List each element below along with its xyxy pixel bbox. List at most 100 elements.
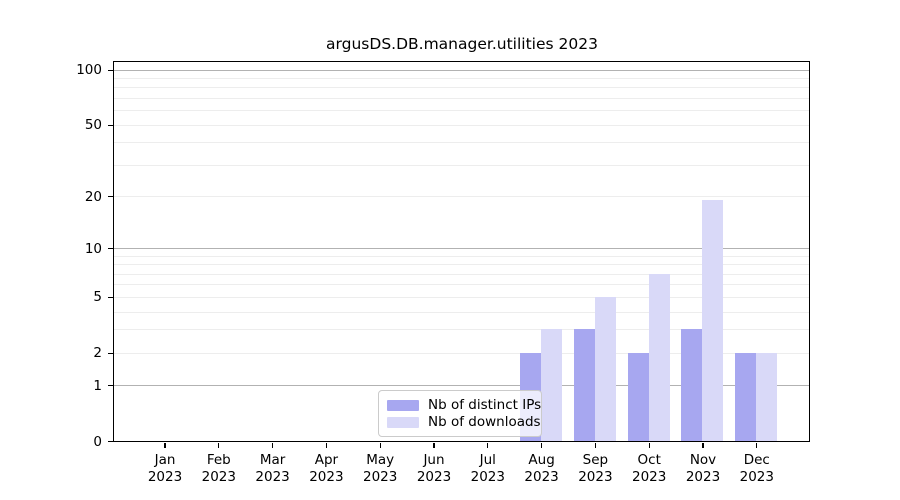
y-tick-mark-2 [108, 352, 113, 354]
y-tick-label-0: 0 [93, 433, 102, 450]
x-tick-year: 2023 [255, 468, 290, 485]
x-tick-year: 2023 [470, 468, 505, 485]
y-tick-label-50: 50 [84, 117, 102, 134]
y-tick-label-2: 2 [93, 345, 102, 362]
gridline-minor-20 [114, 196, 809, 197]
legend-item-downloads: Nb of downloads [387, 415, 541, 430]
chart-title: argusDS.DB.manager.utilities 2023 [326, 35, 598, 53]
gridline-minor-80 [114, 87, 809, 89]
x-tick-year: 2023 [201, 468, 236, 485]
gridline-minor-5 [114, 296, 809, 298]
x-tick-label-may: May 2023 [348, 452, 412, 485]
x-tick-year: 2023 [524, 468, 559, 485]
x-tick-label-dec: Dec 2023 [725, 452, 789, 485]
gridline-minor-8 [114, 264, 809, 266]
x-tick-month: Mar [259, 452, 286, 468]
gridline-minor-6 [114, 284, 809, 286]
x-tick-month: Aug [528, 452, 555, 468]
bar-distinct-ips-nov [681, 329, 703, 441]
x-tick-month: Oct [637, 452, 661, 468]
y-tick-mark-10 [108, 247, 113, 250]
x-tick-mark-aug [540, 443, 543, 448]
x-tick-year: 2023 [309, 468, 344, 485]
x-tick-month: May [366, 452, 395, 468]
gridline-major-100 [114, 69, 809, 71]
x-tick-label-jan: Jan 2023 [133, 452, 197, 485]
x-tick-mark-jul [487, 443, 489, 448]
gridline-minor-60 [114, 110, 809, 112]
bar-downloads-sep [594, 296, 616, 441]
x-tick-year: 2023 [578, 468, 613, 485]
gridline-minor-4 [114, 311, 809, 313]
x-tick-mark-mar [271, 443, 274, 448]
x-tick-year: 2023 [416, 468, 452, 485]
gridline-minor-40 [114, 142, 809, 144]
legend-swatch-distinct-ips [387, 400, 419, 411]
y-tick-mark-5 [108, 296, 113, 299]
x-tick-year: 2023 [739, 468, 774, 485]
x-tick-label-sep: Sep 2023 [563, 452, 627, 485]
x-tick-mark-sep [594, 443, 597, 448]
x-tick-label-aug: Aug 2023 [510, 452, 574, 485]
bar-downloads-nov [702, 199, 724, 441]
x-tick-label-apr: Apr 2023 [294, 452, 358, 485]
bar-distinct-ips-sep [573, 329, 595, 441]
x-tick-mark-apr [325, 443, 328, 448]
x-tick-month: Sep [582, 452, 609, 468]
x-tick-label-mar: Mar 2023 [241, 452, 305, 485]
gridline-major-10 [114, 248, 809, 249]
gridline-minor-2 [114, 352, 809, 354]
x-tick-month: Jan [154, 452, 176, 468]
x-tick-month: Dec [743, 452, 770, 468]
gridline-minor-7 [114, 273, 809, 275]
x-tick-label-jun: Jun 2023 [402, 452, 466, 485]
y-tick-mark-0 [108, 440, 113, 443]
y-tick-mark-20 [108, 195, 113, 198]
x-tick-mark-dec [756, 443, 758, 448]
x-tick-mark-feb [218, 443, 220, 448]
gridline-minor-70 [114, 98, 809, 99]
x-tick-label-nov: Nov 2023 [671, 452, 735, 485]
bar-distinct-ips-oct [627, 352, 649, 441]
x-tick-year: 2023 [685, 468, 721, 485]
bar-distinct-ips-dec [735, 352, 757, 441]
legend-swatch-downloads [387, 417, 419, 428]
x-tick-label-oct: Oct 2023 [617, 452, 681, 485]
bar-downloads-dec [756, 352, 778, 441]
legend-label-downloads: Nb of downloads [428, 414, 541, 430]
x-tick-mark-jan [164, 443, 166, 448]
gridline-minor-3 [114, 329, 809, 331]
x-tick-month: Jul [479, 452, 496, 468]
legend-item-distinct-ips: Nb of distinct IPs [387, 398, 541, 413]
y-tick-label-100: 100 [76, 62, 102, 79]
bar-downloads-aug [541, 329, 562, 441]
x-tick-label-jul: Jul 2023 [456, 452, 520, 485]
gridline-minor-30 [114, 164, 809, 166]
legend: Nb of distinct IPs Nb of downloads [378, 390, 542, 437]
gridline-minor-90 [114, 78, 809, 79]
x-tick-mark-may [379, 443, 381, 448]
x-tick-month: Apr [314, 452, 339, 468]
gridline-minor-9 [114, 255, 809, 257]
x-tick-month: Jun [423, 452, 445, 468]
y-tick-label-20: 20 [84, 188, 102, 205]
y-tick-mark-100 [108, 69, 113, 71]
x-tick-mark-oct [648, 443, 650, 448]
x-tick-month: Nov [689, 452, 717, 468]
x-tick-mark-nov [702, 443, 704, 448]
bar-downloads-oct [648, 273, 670, 441]
x-tick-year: 2023 [363, 468, 398, 485]
y-tick-label-10: 10 [84, 240, 102, 257]
gridlines-layer [114, 62, 809, 441]
y-tick-label-5: 5 [93, 289, 102, 306]
x-tick-month: Feb [206, 452, 231, 468]
x-tick-year: 2023 [632, 468, 667, 485]
y-tick-mark-50 [108, 124, 113, 126]
legend-label-distinct-ips: Nb of distinct IPs [428, 397, 542, 413]
gridline-major-1 [114, 385, 809, 387]
x-tick-mark-jun [433, 443, 435, 448]
x-tick-label-feb: Feb 2023 [187, 452, 251, 485]
plot-area [113, 61, 810, 442]
y-tick-mark-1 [108, 385, 113, 387]
